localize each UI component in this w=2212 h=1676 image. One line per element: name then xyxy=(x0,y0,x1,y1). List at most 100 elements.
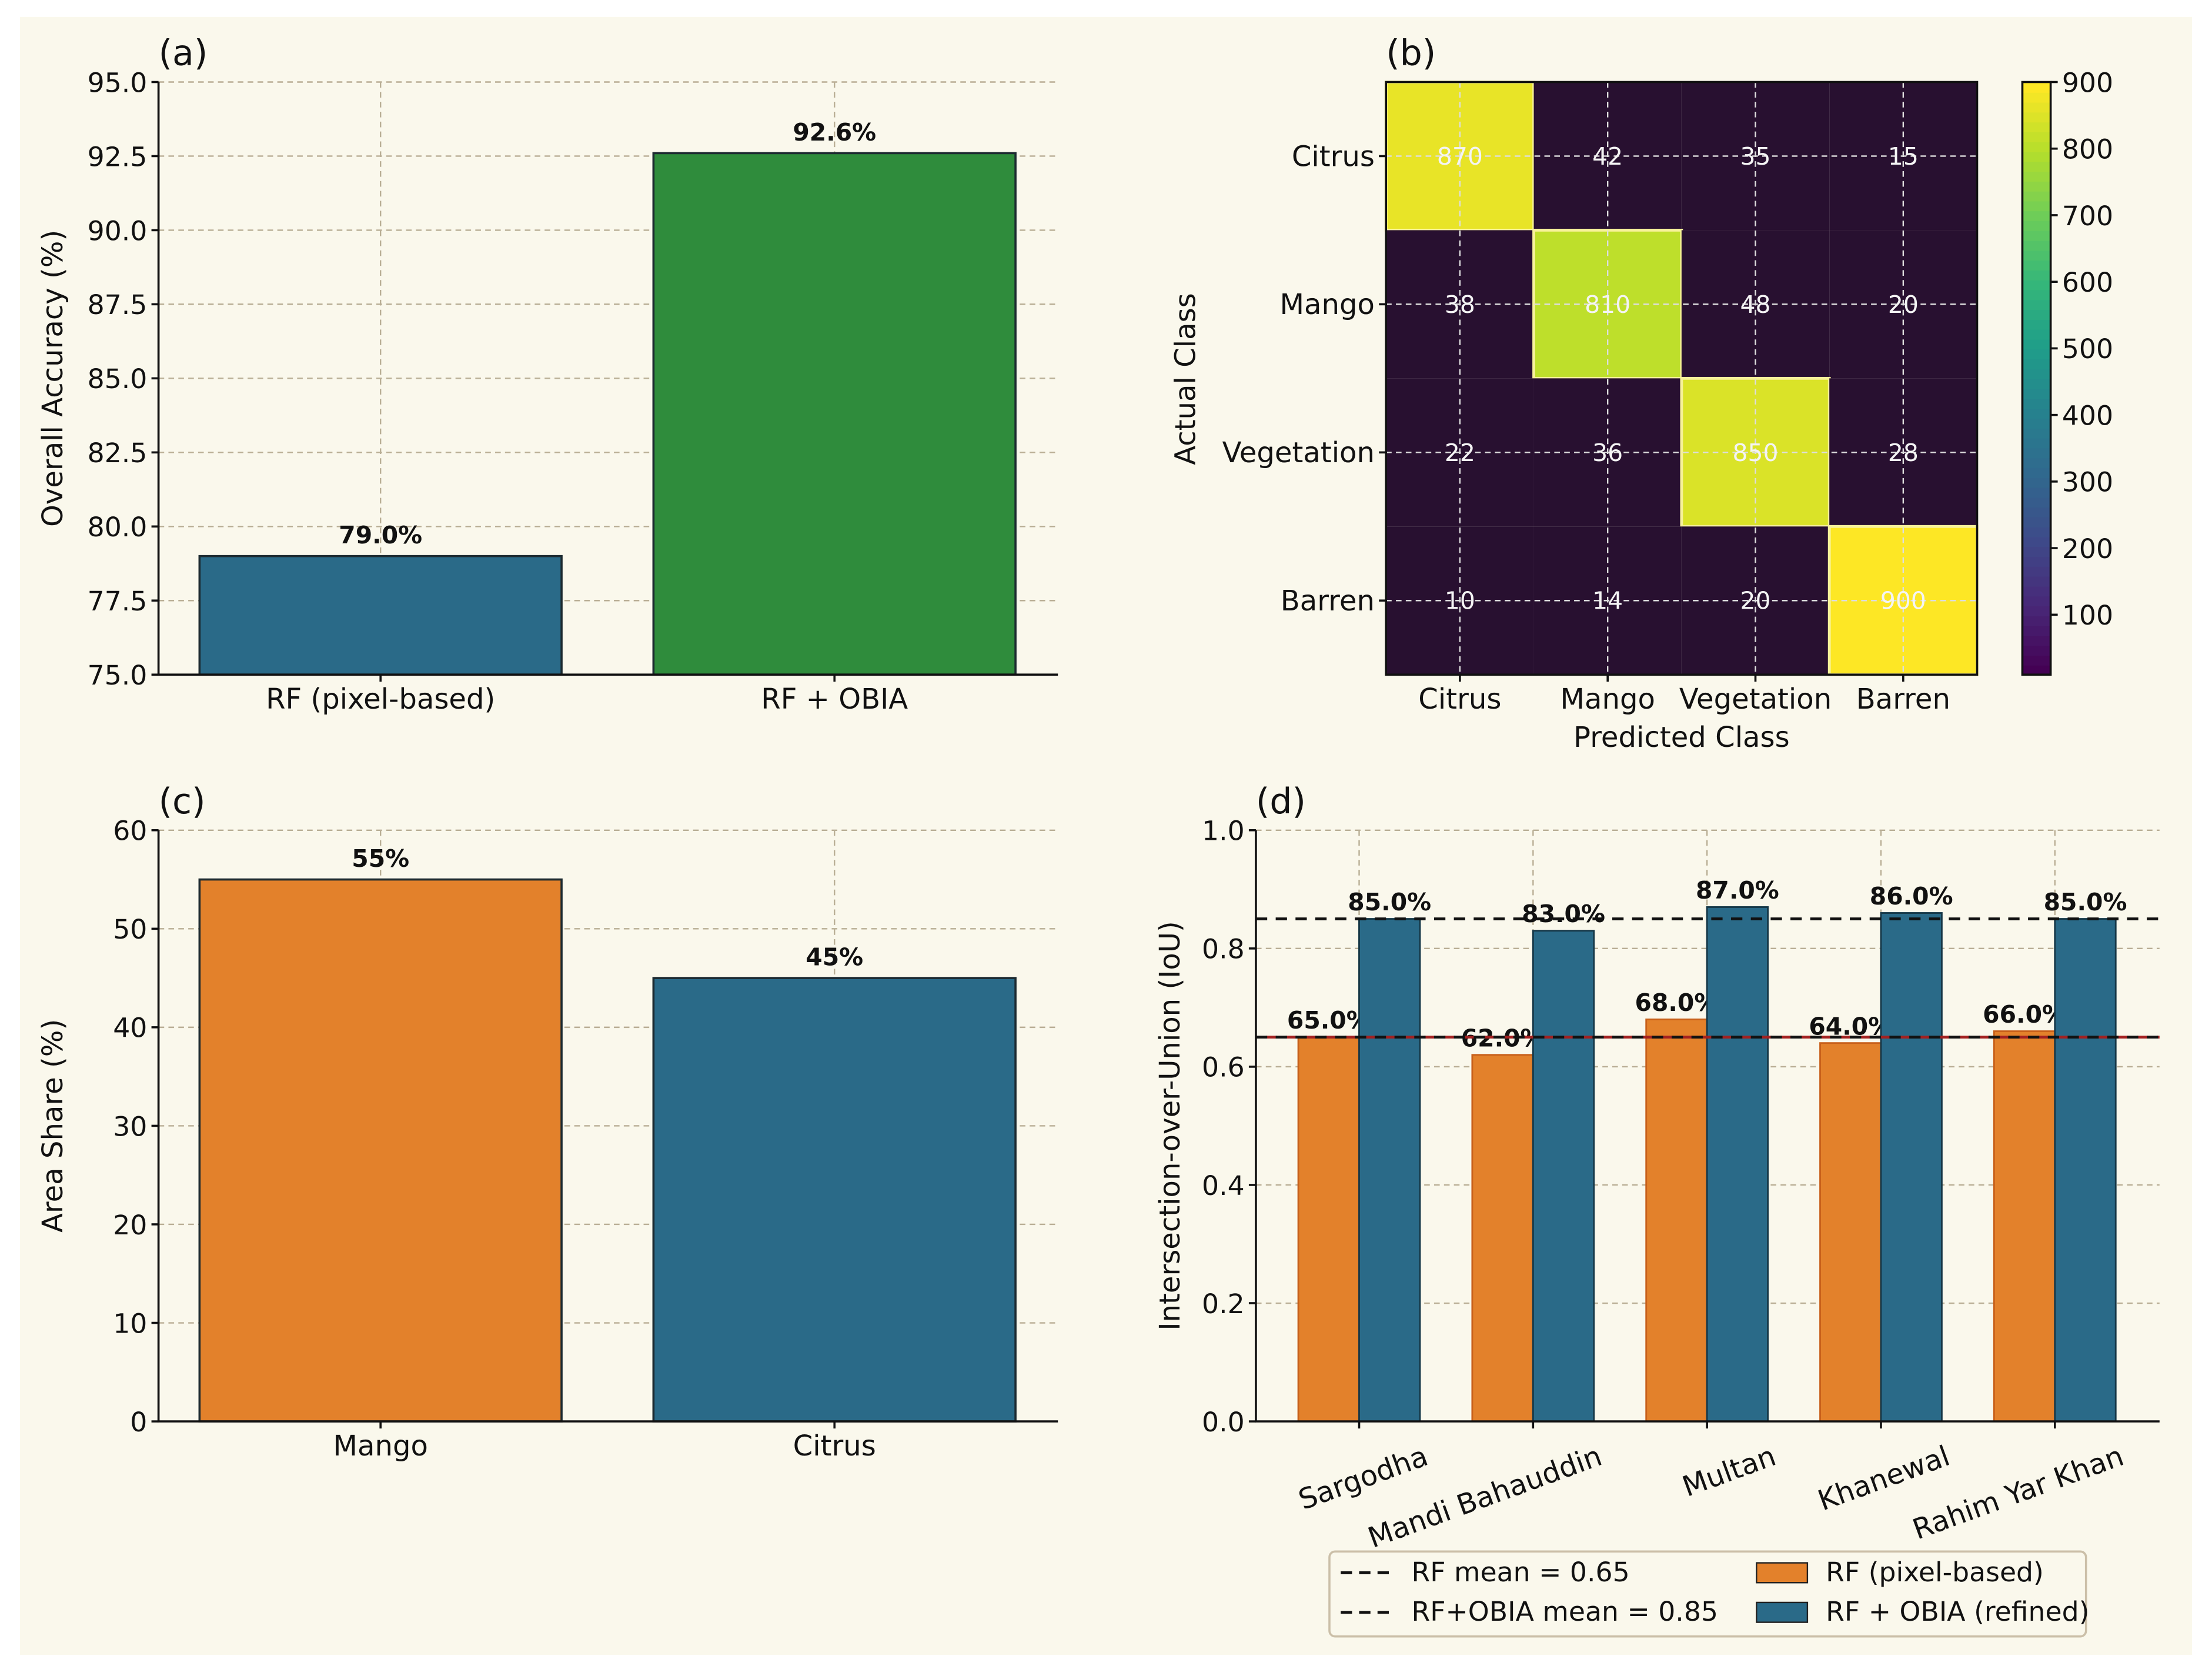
data-label: 79.0% xyxy=(339,521,422,549)
cell-value: 22 xyxy=(1445,439,1475,467)
colorbar-segment xyxy=(2022,250,2051,261)
colorbar-segment xyxy=(2022,319,2051,330)
colorbar-segment xyxy=(2022,477,2051,488)
bar xyxy=(1471,1054,1534,1423)
cell-value: 900 xyxy=(1880,587,1926,615)
data-label: 55% xyxy=(352,844,409,873)
y-tick-label: 82.5 xyxy=(88,438,148,469)
cell-value: 10 xyxy=(1445,587,1475,615)
legend-label: RF + OBIA (refined) xyxy=(1826,1596,2089,1627)
y-tick-label: 0.6 xyxy=(1202,1052,1245,1083)
cell-value: 36 xyxy=(1592,439,1623,467)
cell-value: 42 xyxy=(1592,142,1623,171)
colorbar-segment xyxy=(2022,556,2051,567)
y-tick-label: 20 xyxy=(113,1210,147,1241)
y-tick-label: 0.0 xyxy=(1202,1407,1245,1438)
bar xyxy=(1532,930,1595,1423)
colorbar-segment xyxy=(2022,201,2051,212)
y-tick-label: 75.0 xyxy=(88,660,148,691)
data-label: 66.0% xyxy=(1983,1000,2066,1029)
colorbar-tick-label: 600 xyxy=(2062,267,2113,298)
y-tick-label: Vegetation xyxy=(1222,436,1375,469)
colorbar-segment xyxy=(2022,309,2051,320)
cell-value: 20 xyxy=(1740,587,1771,615)
colorbar-segment xyxy=(2022,329,2051,340)
bar xyxy=(1706,906,1769,1423)
y-tick-label: Mango xyxy=(1280,288,1375,321)
colorbar-segment xyxy=(2022,645,2051,656)
colorbar-segment xyxy=(2022,595,2051,607)
y-tick-label: 30 xyxy=(113,1111,147,1142)
data-label: 83.0% xyxy=(1522,900,1605,928)
y-tick-label: 77.5 xyxy=(88,586,148,617)
colorbar-tick-label: 100 xyxy=(2062,600,2113,631)
axes-frame xyxy=(157,82,1058,676)
y-tick-label: Barren xyxy=(1281,585,1375,617)
colorbar-tick-label: 500 xyxy=(2062,333,2113,365)
colorbar-segment xyxy=(2022,141,2051,152)
colorbar-segment xyxy=(2022,111,2051,123)
colorbar-segment xyxy=(2022,368,2051,379)
colorbar-segment xyxy=(2022,526,2051,537)
axes-frame xyxy=(157,830,1058,1423)
y-tick-label: 0.8 xyxy=(1202,934,1245,965)
data-label: 92.6% xyxy=(793,118,876,146)
colorbar-segment xyxy=(2022,269,2051,281)
y-tick-label: 92.5 xyxy=(88,141,148,172)
legend-label: RF mean = 0.65 xyxy=(1411,1557,1629,1588)
y-tick-label: 87.5 xyxy=(88,289,148,320)
legend-color-swatch xyxy=(1756,1601,1809,1623)
colorbar-segment xyxy=(2022,487,2051,498)
colorbar-segment xyxy=(2022,665,2051,676)
x-tick-label: Citrus xyxy=(793,1430,876,1463)
colorbar-segment xyxy=(2022,378,2051,389)
colorbar-segment xyxy=(2022,457,2051,468)
cell-value: 14 xyxy=(1592,587,1623,615)
y-tick-label: 85.0 xyxy=(88,363,148,395)
colorbar-segment xyxy=(2022,102,2051,113)
cell-value: 870 xyxy=(1437,142,1483,171)
data-label: 65.0% xyxy=(1287,1006,1371,1034)
colorbar-tick-label: 800 xyxy=(2062,134,2113,165)
colorbar-segment xyxy=(2022,586,2051,597)
cell-value: 35 xyxy=(1740,142,1771,171)
x-tick-label: Citrus xyxy=(1418,683,1501,716)
data-label: 68.0% xyxy=(1635,989,1719,1017)
colorbar-segment xyxy=(2022,299,2051,311)
colorbar-frame xyxy=(2021,81,2052,676)
bar xyxy=(1880,912,1943,1423)
colorbar-segment xyxy=(2022,506,2051,518)
colorbar-tick-label: 200 xyxy=(2062,533,2113,565)
colorbar-segment xyxy=(2022,605,2051,616)
x-tick-label: RF + OBIA xyxy=(761,683,908,716)
panel-0: 75.0 77.5 80.0 82.5 85.0 87.5 90.0 92.5 95.0 79.0… xyxy=(36,33,1058,716)
colorbar-segment xyxy=(2022,339,2051,350)
colorbar-segment xyxy=(2022,230,2051,241)
y-tick-label: 0.2 xyxy=(1202,1288,1245,1320)
x-tick-label: Mango xyxy=(1560,683,1655,716)
colorbar-segment xyxy=(2022,418,2051,429)
y-axis-label: Intersection-over-Union (IoU) xyxy=(1154,921,1187,1330)
colorbar-segment xyxy=(2022,151,2051,162)
bar xyxy=(198,878,563,1423)
bar xyxy=(198,555,563,676)
x-tick-label: Vegetation xyxy=(1679,683,1832,716)
colorbar-segment xyxy=(2022,82,2051,93)
colorbar-segment xyxy=(2022,447,2051,459)
colorbar-segment xyxy=(2022,635,2051,646)
colorbar-segment xyxy=(2022,131,2051,142)
cell-value: 15 xyxy=(1888,142,1919,171)
legend-label: RF (pixel-based) xyxy=(1826,1557,2044,1588)
data-label: 87.0% xyxy=(1696,876,1779,904)
data-label: 86.0% xyxy=(1870,882,1953,910)
colorbar-segment xyxy=(2022,388,2051,399)
panel-2: 0 10 20 30 40 50 60 55% Mango 45% Citrus Area Share… xyxy=(36,781,1058,1463)
colorbar-segment xyxy=(2022,408,2051,419)
panel-label: (d) xyxy=(1256,781,1306,822)
y-tick-label: 50 xyxy=(113,914,147,945)
colorbar-segment xyxy=(2022,428,2051,439)
colorbar-segment xyxy=(2022,161,2051,172)
bar xyxy=(1993,1030,2056,1423)
y-tick-label: 90.0 xyxy=(88,215,148,246)
